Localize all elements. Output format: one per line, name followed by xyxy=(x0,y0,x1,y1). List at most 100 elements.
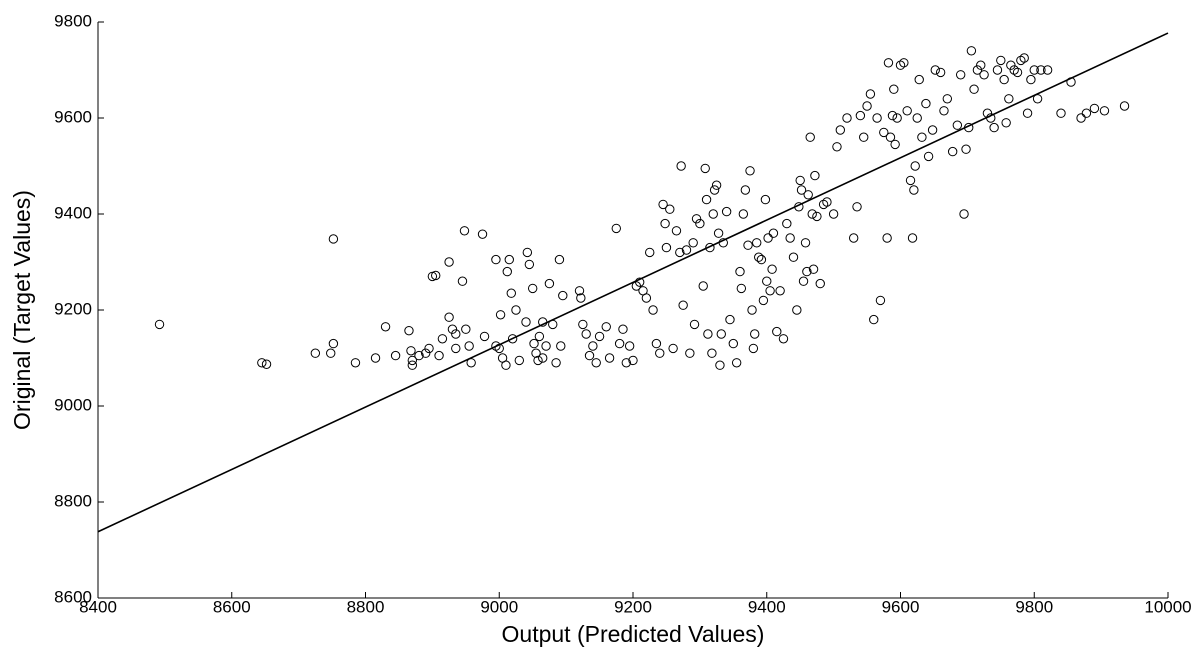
point xyxy=(521,317,531,327)
point xyxy=(999,74,1009,85)
point xyxy=(788,252,799,262)
point xyxy=(533,355,543,366)
point xyxy=(728,338,739,349)
point xyxy=(624,341,635,351)
point xyxy=(310,348,321,358)
point xyxy=(709,185,720,195)
x-axis-label: Output (Predicted Values) xyxy=(502,621,765,647)
point xyxy=(464,341,474,351)
point xyxy=(665,204,675,214)
point xyxy=(1009,65,1019,75)
point xyxy=(800,238,811,248)
point xyxy=(459,226,470,236)
x-tick-label: 9600 xyxy=(882,597,920,616)
point xyxy=(835,125,846,135)
point xyxy=(681,245,692,255)
point xyxy=(668,343,678,354)
point xyxy=(701,194,712,205)
point xyxy=(721,206,732,217)
point xyxy=(905,175,916,186)
point xyxy=(807,209,817,219)
point xyxy=(756,254,767,265)
point xyxy=(502,266,512,277)
point xyxy=(976,60,986,70)
point xyxy=(895,60,906,70)
point xyxy=(614,338,625,349)
point xyxy=(795,175,805,186)
point xyxy=(947,146,958,157)
point xyxy=(594,331,605,342)
point xyxy=(942,94,953,104)
point xyxy=(154,319,165,330)
point xyxy=(798,276,809,286)
point xyxy=(1006,60,1016,70)
point xyxy=(1019,53,1029,63)
point xyxy=(887,110,898,121)
point xyxy=(715,360,725,370)
point xyxy=(491,341,501,351)
point xyxy=(261,359,272,369)
point xyxy=(731,358,742,368)
point xyxy=(601,322,611,332)
point xyxy=(604,353,615,363)
point xyxy=(907,233,918,243)
point xyxy=(818,199,829,210)
point xyxy=(961,144,971,154)
point xyxy=(621,358,632,368)
point xyxy=(1022,108,1033,118)
point xyxy=(529,338,539,349)
point xyxy=(689,319,700,330)
point xyxy=(658,199,668,210)
y-tick-label: 9400 xyxy=(54,203,92,222)
point xyxy=(1029,65,1039,75)
point xyxy=(1004,94,1014,104)
point xyxy=(522,247,533,258)
x-tick-label: 8600 xyxy=(213,597,251,616)
point xyxy=(370,353,381,363)
point xyxy=(862,101,872,111)
point xyxy=(1056,108,1066,118)
point xyxy=(685,348,695,358)
point xyxy=(740,185,751,195)
point xyxy=(434,350,444,361)
point xyxy=(796,185,807,195)
point xyxy=(979,70,989,80)
point xyxy=(725,314,735,325)
point xyxy=(1076,113,1086,123)
x-tick-label: 9800 xyxy=(1015,597,1053,616)
point xyxy=(504,254,514,265)
point xyxy=(534,331,545,342)
point xyxy=(574,286,585,296)
point xyxy=(407,355,418,366)
point xyxy=(507,334,518,344)
point xyxy=(959,209,969,219)
point xyxy=(758,295,769,306)
point xyxy=(451,343,461,354)
point xyxy=(431,270,441,281)
point xyxy=(611,223,621,234)
point xyxy=(855,110,866,121)
point xyxy=(869,314,879,325)
point xyxy=(765,286,775,296)
point xyxy=(930,65,940,75)
point xyxy=(952,120,963,130)
y-tick-label: 9600 xyxy=(54,107,92,126)
point xyxy=(661,242,672,253)
point xyxy=(890,139,900,150)
point xyxy=(792,305,802,315)
point xyxy=(910,161,920,171)
point xyxy=(1099,106,1110,116)
point xyxy=(859,132,869,142)
point xyxy=(451,329,461,339)
point xyxy=(912,113,922,123)
x-tick-label: 8800 xyxy=(347,597,385,616)
point xyxy=(444,257,454,267)
point xyxy=(457,276,468,286)
point xyxy=(576,293,586,303)
y-tick-label: 8800 xyxy=(54,491,92,510)
point xyxy=(628,355,638,366)
point xyxy=(651,338,662,349)
point xyxy=(698,281,708,291)
point xyxy=(491,254,501,265)
